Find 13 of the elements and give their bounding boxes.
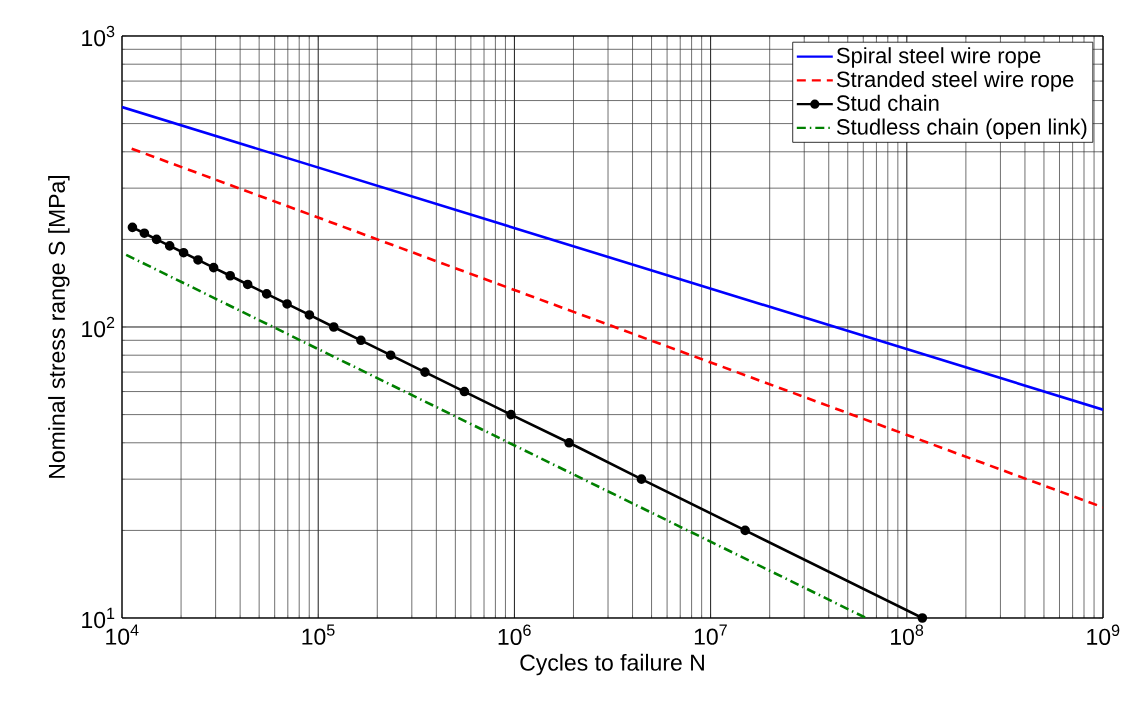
legend-label: Stud chain	[836, 94, 939, 111]
legend-label: Studless chain (open link)	[836, 118, 1087, 140]
x-axis-title: Cycles to failure N	[520, 653, 704, 676]
legend-label: Spiral steel wire rope	[836, 47, 1041, 68]
y-tick-label: 10$^{3}$	[82, 25, 115, 47]
x-tick-label: 10$^{8}$	[891, 624, 924, 645]
x-tick-label: 10$^{5}$	[302, 624, 335, 645]
legend-label: Stranded steel wire rope	[836, 70, 1074, 92]
y-tick-label: 10$^{2}$	[82, 316, 115, 338]
x-tick-label: 10$^{9}$	[1087, 624, 1120, 645]
x-tick-label: 10$^{7}$	[694, 624, 727, 645]
x-tick-label: 10$^{6}$	[498, 624, 531, 645]
y-axis-title: Nominal stress range S [MPa]	[48, 175, 70, 478]
